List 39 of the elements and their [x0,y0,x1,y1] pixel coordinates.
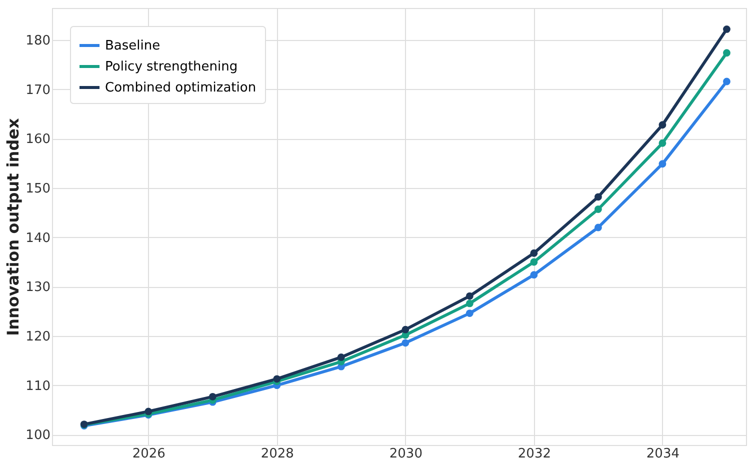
x-tick-label: 2030 [389,446,422,462]
legend-label: Baseline [105,38,160,54]
y-tick-label: 130 [26,280,50,296]
point [594,224,602,232]
point [723,26,730,33]
y-tick-label: 140 [26,230,50,246]
y-tick-label: 120 [26,329,50,344]
y-tick-label: 100 [26,428,50,444]
x-tick-label: 2034 [646,446,680,462]
point [402,326,410,334]
point [530,249,538,257]
legend-label: Combined optimization [105,80,256,96]
point [208,392,216,400]
point [402,339,410,347]
point [594,193,602,201]
point [658,139,666,147]
legend-label: Policy strengthening [105,60,238,74]
y-tick-label: 150 [26,182,50,197]
point [530,258,538,266]
point [466,292,474,300]
x-tick-label: 2026 [132,446,166,462]
x-tick-label: 2028 [260,446,294,462]
point [273,375,281,383]
y-tick-label: 110 [26,378,50,394]
point [723,49,730,57]
point [594,206,602,213]
point [466,300,474,308]
x-tick-label: 2032 [518,446,551,462]
point [337,354,345,361]
point [658,160,666,168]
point [530,271,538,279]
y-axis-title: Innovation output index [4,118,23,336]
point [144,408,152,416]
point [723,78,730,86]
point [658,121,666,129]
point [466,310,474,318]
y-tick-label: 180 [26,34,50,49]
y-tick-label: 160 [26,132,50,148]
y-tick-label: 170 [26,82,50,98]
